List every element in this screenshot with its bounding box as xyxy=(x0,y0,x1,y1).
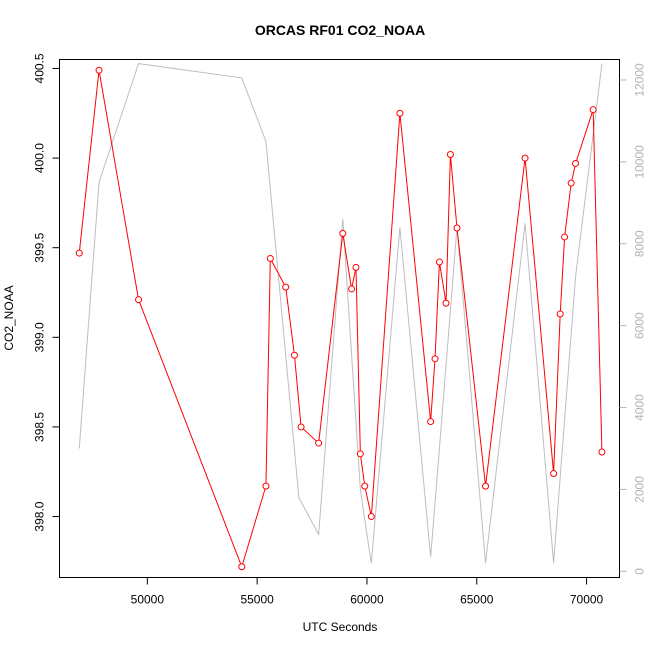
co2-data-point xyxy=(556,310,564,318)
co2-data-point xyxy=(315,439,323,447)
x-axis: 50000 55000 60000 65000 70000 xyxy=(131,577,604,607)
series-layer xyxy=(75,63,606,571)
y-tick-label: 400.0 xyxy=(33,143,47,173)
co2-data-point xyxy=(446,150,454,158)
plot-frame xyxy=(59,59,620,578)
y-tick-label: 398.0 xyxy=(33,501,47,531)
y2-tick-label: 4000 xyxy=(633,394,647,421)
co2-data-point xyxy=(367,513,375,521)
co2-data-point xyxy=(427,418,435,426)
co2-data-point xyxy=(290,351,298,359)
co2-data-point xyxy=(482,482,490,490)
x-tick-label: 60000 xyxy=(350,593,384,607)
x-tick-label: 50000 xyxy=(131,593,165,607)
co2-data-point xyxy=(572,159,580,167)
y2-axis: 0 2000 4000 6000 8000 10000 12000 xyxy=(619,63,647,575)
co2-data-point xyxy=(352,263,360,271)
co2-data-point xyxy=(356,450,364,458)
co2-data-point xyxy=(442,299,450,307)
x-tick-label: 70000 xyxy=(570,593,604,607)
co2-data-point xyxy=(435,258,443,266)
x-tick-label: 65000 xyxy=(460,593,494,607)
co2-data-point xyxy=(282,283,290,291)
y2-tick-label: 8000 xyxy=(633,230,647,257)
y-axis-title: CO2_NOAA xyxy=(2,285,16,350)
co2-data-point xyxy=(266,254,274,262)
co2-data-point xyxy=(339,229,347,237)
x-tick-label: 55000 xyxy=(240,593,274,607)
co2-data-point xyxy=(567,179,575,187)
co2-data-point xyxy=(598,448,606,456)
y-axis: 398.0 398.5 399.0 399.5 400.0 400.5 xyxy=(33,53,60,532)
co2-data-point xyxy=(561,233,569,241)
x-axis-title: UTC Seconds xyxy=(303,620,378,634)
chart-title: ORCAS RF01 CO2_NOAA xyxy=(255,22,425,38)
y-tick-label: 400.5 xyxy=(33,53,47,83)
y-tick-label: 399.5 xyxy=(33,232,47,262)
y2-tick-label: 0 xyxy=(633,568,647,575)
co2-data-point xyxy=(297,423,305,431)
y2-tick-label: 12000 xyxy=(633,63,647,97)
co2-data-point xyxy=(431,355,439,363)
y-tick-label: 398.5 xyxy=(33,412,47,442)
co2-data-point xyxy=(550,470,558,478)
co2-data-point xyxy=(262,482,270,490)
co2-data-point xyxy=(75,249,83,257)
co2-data-point xyxy=(135,296,143,304)
co2-data-point xyxy=(95,66,103,74)
co2-data-point xyxy=(589,106,597,114)
co2-data-point xyxy=(361,482,369,490)
y2-tick-label: 6000 xyxy=(633,312,647,339)
y2-tick-label: 2000 xyxy=(633,476,647,503)
y2-tick-label: 10000 xyxy=(633,145,647,179)
altitude-series-line xyxy=(78,63,603,564)
co2-series-line xyxy=(78,70,603,569)
co2-data-point xyxy=(453,224,461,232)
co2-data-point xyxy=(238,563,246,571)
co2-data-point xyxy=(521,154,529,162)
co2-data-point xyxy=(348,285,356,293)
y-tick-label: 399.0 xyxy=(33,322,47,352)
co2-data-point xyxy=(396,109,404,117)
